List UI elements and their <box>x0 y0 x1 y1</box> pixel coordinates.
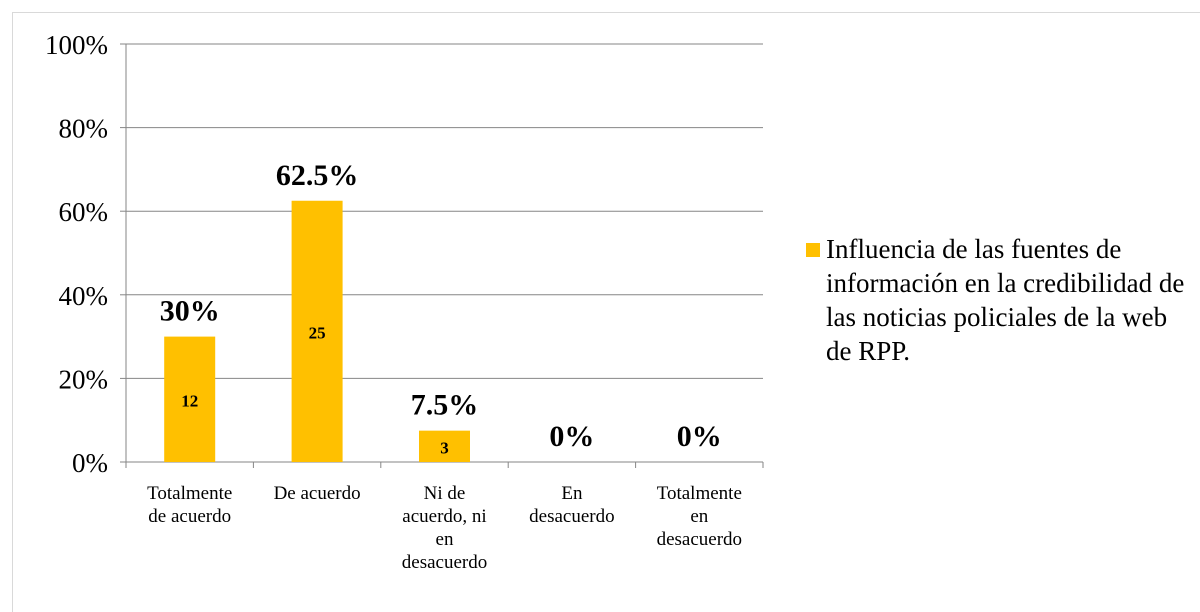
count-data-label: 25 <box>309 323 326 342</box>
x-tick-label: Totalmente <box>657 483 742 504</box>
count-data-label: 3 <box>440 438 449 457</box>
x-tick-label: acuerdo, ni <box>402 506 486 527</box>
legend-swatch <box>806 243 820 257</box>
x-tick-label: En <box>561 483 583 504</box>
percent-data-label: 30% <box>160 295 220 328</box>
bars <box>164 200 470 462</box>
count-data-label: 12 <box>181 391 198 410</box>
y-tick-labels: 0% 20% 40% 60% 80% 100% <box>45 30 108 478</box>
y-tick-label: 100% <box>45 30 108 60</box>
y-tick-label: 20% <box>59 364 109 394</box>
x-tick-label: de acuerdo <box>148 506 231 527</box>
x-tick-label: desacuerdo <box>529 506 614 527</box>
gridlines <box>126 43 763 379</box>
percent-data-label: 7.5% <box>411 389 479 422</box>
bar <box>291 200 343 462</box>
y-tick-label: 60% <box>59 197 109 227</box>
x-tick-label: De acuerdo <box>274 483 361 504</box>
percent-data-label: 62.5% <box>276 159 359 192</box>
legend-entry-label: Influencia de las fuentes de información… <box>826 234 1185 366</box>
legend: Influencia de las fuentes de información… <box>806 232 1196 368</box>
x-tick-label: en <box>690 506 708 527</box>
y-tick-label: 40% <box>59 281 109 311</box>
x-tick-label: desacuerdo <box>402 552 487 573</box>
bar <box>419 430 470 462</box>
x-tick-label: desacuerdo <box>657 529 742 550</box>
percent-data-label: 0% <box>677 420 722 453</box>
y-tick-label: 0% <box>72 448 108 478</box>
x-tick-label: Totalmente <box>147 483 232 504</box>
chart-frame <box>12 12 1200 612</box>
x-tick-label: en <box>436 529 454 550</box>
percent-data-label: 0% <box>549 420 594 453</box>
x-tick-label: Ni de <box>424 483 466 504</box>
bar <box>164 336 216 462</box>
y-tick-label: 80% <box>59 114 109 144</box>
